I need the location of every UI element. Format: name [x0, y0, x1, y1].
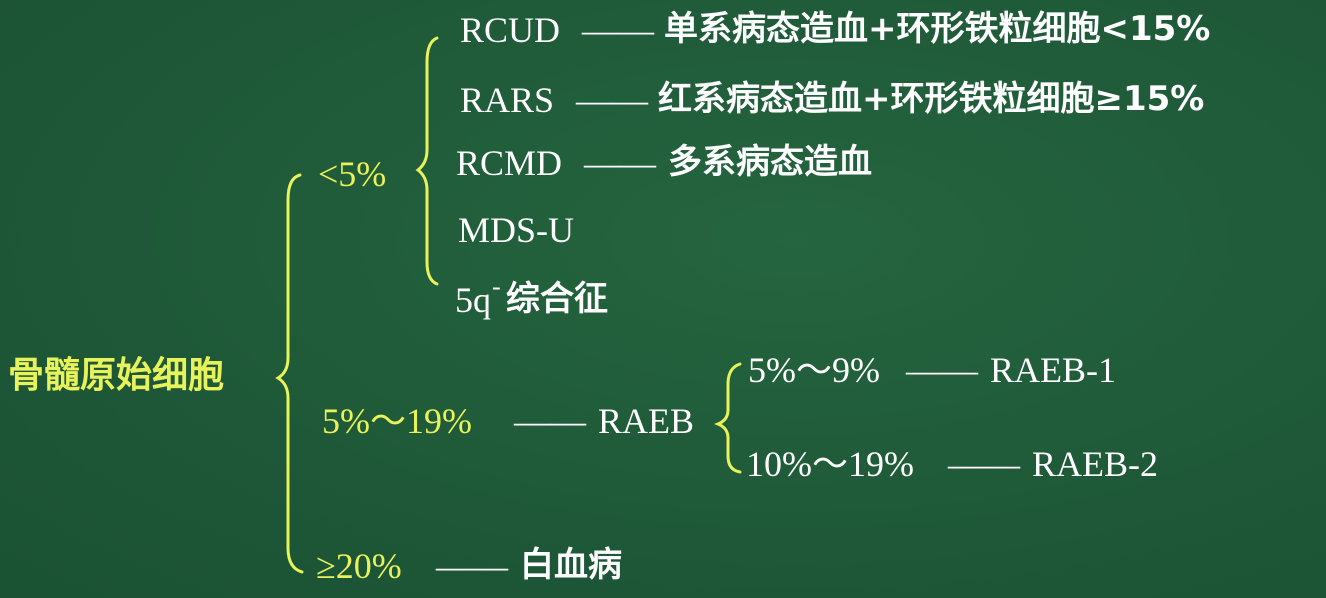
sub-range: 10%～19% — [746, 444, 914, 484]
item-code: MDS-U — [458, 210, 575, 250]
item-dash: —— — [584, 143, 656, 183]
item-code: RCMD — [456, 143, 563, 183]
item-desc: 多系病态造血 — [668, 142, 872, 182]
root-brace — [275, 173, 304, 574]
sub-code: RAEB-1 — [990, 350, 1116, 390]
raeb-brace — [713, 362, 742, 474]
item-code: 5q — [455, 280, 491, 320]
item-dash: —— — [576, 80, 648, 120]
lt5-brace — [415, 36, 439, 286]
branch-lt5-range: <5% — [318, 154, 387, 194]
item-desc: 红系病态造血+环形铁粒细胞≥15% — [658, 79, 1205, 119]
item-desc: 综合征 — [506, 279, 608, 319]
branch-5-19-code: RAEB — [598, 401, 695, 441]
sub-code: RAEB-2 — [1032, 444, 1158, 484]
sub-range: 5%～9% — [748, 350, 880, 390]
item-dash: —— — [582, 10, 654, 50]
branch-ge20-dash: —— — [436, 546, 508, 586]
sub-dash: —— — [906, 350, 978, 390]
branch-5-19-dash: —— — [514, 401, 586, 441]
sub-dash: —— — [948, 444, 1020, 484]
branch-ge20-desc: 白血病 — [520, 545, 622, 585]
item-desc: 单系病态造血+环形铁粒细胞<15% — [664, 9, 1211, 49]
branch-5-19-range: 5%～19% — [322, 401, 472, 441]
branch-ge20-range: ≥20% — [316, 546, 402, 586]
item-code: RARS — [460, 80, 555, 120]
item-superscript: - — [492, 272, 501, 301]
item-code: RCUD — [460, 10, 561, 50]
root-label: 骨髓原始细胞 — [8, 355, 225, 396]
